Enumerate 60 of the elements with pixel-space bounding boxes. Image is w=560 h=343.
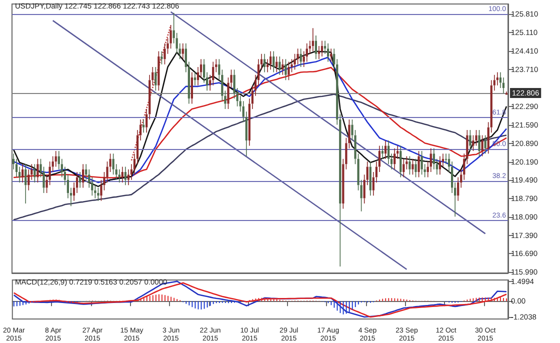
- candlestick: [276, 56, 278, 73]
- candlestick: [381, 145, 384, 160]
- candlestick: [263, 53, 266, 73]
- candlestick: [384, 140, 387, 160]
- candlestick: [124, 166, 126, 186]
- candlestick: [196, 66, 200, 86]
- candlestick: [312, 28, 314, 52]
- candlestick: [76, 172, 78, 194]
- candlestick: [12, 153, 15, 170]
- candlestick: [202, 58, 206, 84]
- candlestick: [369, 161, 372, 196]
- candlestick: [15, 158, 18, 178]
- candlestick: [502, 77, 505, 94]
- candlestick: [438, 156, 442, 176]
- candlestick: [272, 50, 275, 73]
- candlestick: [82, 164, 84, 188]
- candlestick: [324, 40, 326, 54]
- candlestick: [58, 150, 60, 170]
- candlestick: [387, 140, 390, 165]
- candlestick: [314, 35, 318, 60]
- candlestick: [400, 145, 402, 178]
- candlestick: [127, 168, 130, 186]
- candlestick: [442, 153, 444, 168]
- candlestick: [450, 161, 454, 194]
- candlestick: [270, 50, 272, 70]
- candlestick: [91, 176, 94, 196]
- candlestick: [302, 50, 305, 68]
- candlestick: [432, 148, 435, 170]
- candlestick: [121, 166, 124, 183]
- candlestick: [457, 176, 460, 202]
- candlestick: [142, 119, 145, 134]
- candlestick: [28, 168, 30, 191]
- candlestick: [212, 61, 214, 86]
- candlestick: [88, 168, 90, 188]
- candlestick: [66, 174, 70, 199]
- candlestick: [306, 42, 308, 62]
- candlestick: [54, 150, 57, 168]
- candlestick: [118, 168, 120, 183]
- candlestick: [320, 40, 324, 57]
- candlestick: [22, 164, 24, 183]
- candlestick: [308, 40, 311, 54]
- candlestick: [326, 42, 330, 62]
- candlestick: [24, 164, 27, 204]
- candlestick: [85, 164, 88, 180]
- candlestick: [330, 48, 332, 62]
- candlestick: [430, 148, 432, 172]
- candlestick: [200, 58, 202, 78]
- candlestick: [190, 72, 194, 104]
- candlestick: [194, 72, 196, 86]
- candlestick: [318, 46, 320, 60]
- line-series: [12, 94, 508, 220]
- candlestick: [60, 158, 63, 178]
- candlestick: [394, 148, 396, 170]
- candlestick: [444, 153, 448, 165]
- candlestick: [18, 166, 21, 183]
- candlestick: [496, 72, 498, 86]
- candlestick: [182, 42, 184, 60]
- candlestick: [499, 72, 502, 88]
- candlestick: [266, 58, 269, 73]
- candlestick: [78, 172, 82, 188]
